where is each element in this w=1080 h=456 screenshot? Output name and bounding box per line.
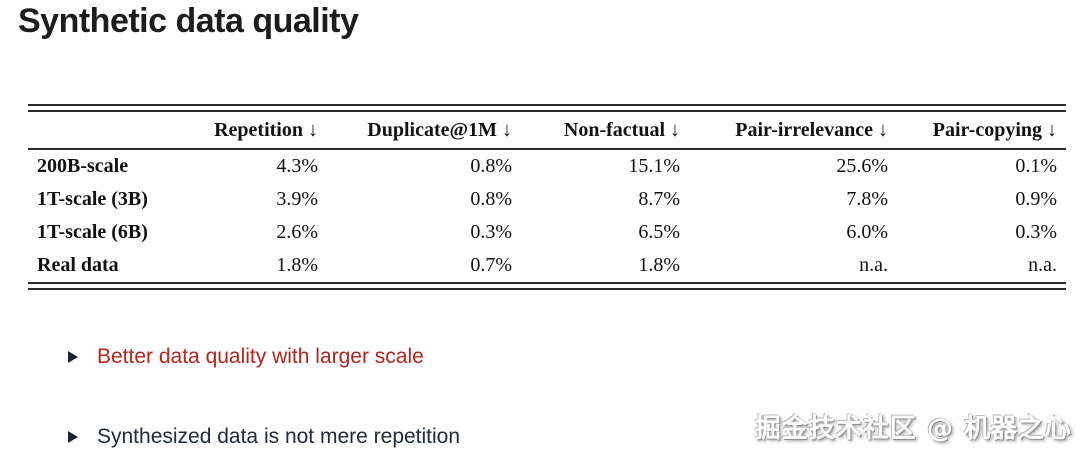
page-title: Synthetic data quality	[18, 2, 359, 40]
bullet-text: Synthesized data is not mere repetition	[97, 425, 461, 448]
table-row-200b-scale: 200B-scale 4.3% 0.8% 15.1% 25.6% 0.1%	[28, 150, 1066, 183]
row-label: Real data	[37, 254, 119, 276]
triangle-bullet-icon	[68, 431, 78, 443]
cell-pair-irrelevance: 7.8%	[846, 188, 888, 210]
table-bottom-rule	[28, 282, 1066, 290]
row-label: 1T-scale (6B)	[37, 221, 148, 243]
bullet-item-scale-quality: Better data quality with larger scale	[68, 344, 424, 370]
cell-pair-copying: 0.1%	[1015, 155, 1057, 177]
column-header-pair-copying: Pair-copying ↓	[932, 118, 1057, 141]
table-header-rule	[28, 148, 1066, 150]
cell-pair-irrelevance: 6.0%	[846, 221, 888, 243]
cell-non-factual: 8.7%	[638, 188, 680, 210]
bullet-text: Better data quality with larger scale	[97, 345, 424, 368]
row-label: 200B-scale	[37, 155, 129, 177]
cell-non-factual: 1.8%	[638, 254, 680, 276]
cell-repetition: 4.3%	[276, 155, 318, 177]
cell-non-factual: 6.5%	[638, 221, 680, 243]
watermark: 掘金技术社区 @ 机器之心	[754, 414, 1072, 444]
column-header-duplicate: Duplicate@1M ↓	[367, 118, 512, 141]
table-row-1t-scale-6b: 1T-scale (6B) 2.6% 0.3% 6.5% 6.0% 0.3%	[28, 216, 1066, 249]
column-header-pair-irrelevance: Pair-irrelevance ↓	[735, 118, 888, 141]
cell-pair-copying: 0.9%	[1015, 188, 1057, 210]
table-header-row: Repetition ↓ Duplicate@1M ↓ Non-factual …	[28, 112, 1066, 148]
table-row-real-data: Real data 1.8% 0.7% 1.8% n.a. n.a.	[28, 249, 1066, 282]
column-header-repetition: Repetition ↓	[214, 118, 318, 141]
cell-pair-copying: 0.3%	[1015, 221, 1057, 243]
cell-repetition: 1.8%	[276, 254, 318, 276]
cell-duplicate: 0.8%	[470, 155, 512, 177]
cell-non-factual: 15.1%	[628, 155, 680, 177]
results-table: Repetition ↓ Duplicate@1M ↓ Non-factual …	[28, 104, 1066, 290]
triangle-bullet-icon	[68, 351, 78, 363]
cell-repetition: 2.6%	[276, 221, 318, 243]
cell-duplicate: 0.8%	[470, 188, 512, 210]
row-label: 1T-scale (3B)	[37, 188, 148, 210]
cell-repetition: 3.9%	[276, 188, 318, 210]
column-header-non-factual: Non-factual ↓	[563, 118, 680, 141]
cell-pair-irrelevance: n.a.	[859, 254, 888, 276]
cell-duplicate: 0.7%	[470, 254, 512, 276]
cell-duplicate: 0.3%	[470, 221, 512, 243]
table-top-rule	[28, 104, 1066, 112]
table-row-1t-scale-3b: 1T-scale (3B) 3.9% 0.8% 8.7% 7.8% 0.9%	[28, 183, 1066, 216]
cell-pair-copying: n.a.	[1028, 254, 1057, 276]
bullet-item-not-repetition: Synthesized data is not mere repetition	[68, 424, 460, 450]
cell-pair-irrelevance: 25.6%	[836, 155, 888, 177]
